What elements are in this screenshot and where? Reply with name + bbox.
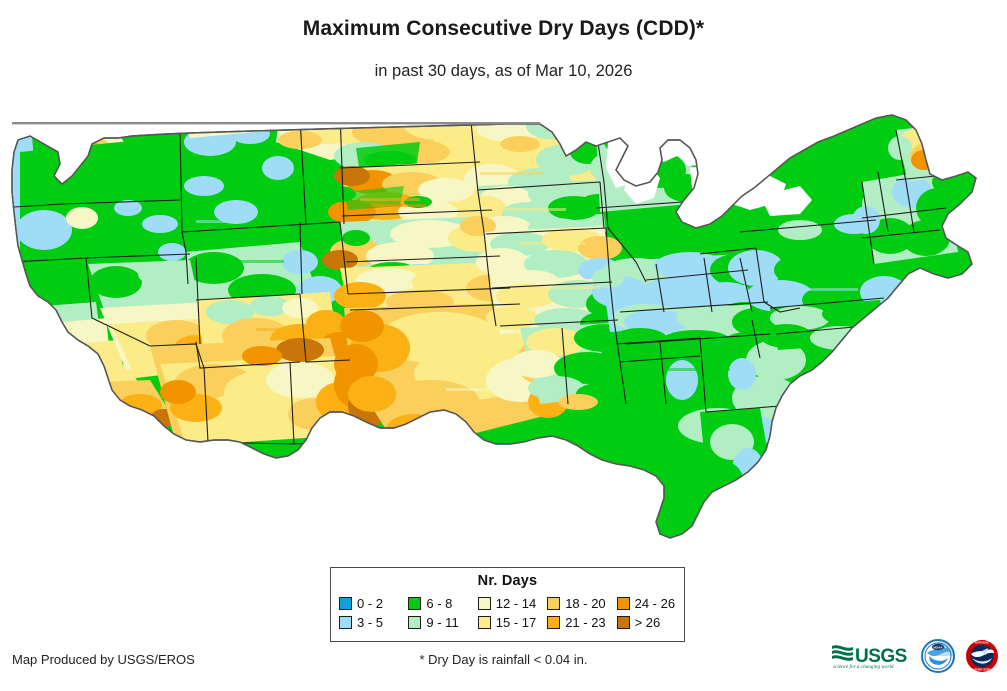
- conus-coastline: [11, 114, 977, 539]
- legend-label: 12 - 14: [495, 596, 537, 611]
- legend-label: 0 - 2: [357, 596, 384, 611]
- legend-swatch: [408, 597, 422, 610]
- page-subtitle: in past 30 days, as of Mar 10, 2026: [374, 62, 633, 80]
- legend-swatch: [616, 616, 630, 629]
- legend-label: > 26: [634, 615, 661, 630]
- legend-label: 15 - 17: [495, 615, 537, 630]
- legend-item[interactable]: 3 - 5: [337, 613, 406, 632]
- legend-panel: Nr. Days 0 - 2 3 - 5 6 - 8 9 - 11 12 - 1…: [330, 567, 685, 642]
- legend-item[interactable]: 21 - 23: [545, 613, 614, 632]
- legend-swatch: [339, 616, 352, 629]
- svg-text:NATIONAL: NATIONAL: [975, 641, 990, 645]
- nws-logo[interactable]: NATIONAL WEATHER SERVICE: [965, 639, 999, 673]
- legend-item[interactable]: 12 - 14: [476, 594, 545, 613]
- map-canvas[interactable]: [0, 112, 1007, 557]
- svg-text:NOAA: NOAA: [933, 645, 943, 649]
- cdd-choropleth-map[interactable]: [0, 112, 1007, 557]
- legend-item[interactable]: 18 - 20: [545, 594, 614, 613]
- legend-item[interactable]: 6 - 8: [406, 594, 475, 613]
- legend-swatch: [408, 616, 422, 629]
- legend-label: 18 - 20: [565, 596, 606, 611]
- page-title: Maximum Consecutive Dry Days (CDD)*: [302, 17, 705, 40]
- legend-label: 21 - 23: [565, 615, 606, 630]
- legend-label: 3 - 5: [357, 615, 384, 630]
- noaa-logo[interactable]: NOAA: [921, 639, 955, 673]
- legend-label: 24 - 26: [634, 596, 676, 611]
- svg-text:WEATHER SERVICE: WEATHER SERVICE: [968, 668, 996, 672]
- legend-item[interactable]: > 26: [615, 613, 684, 632]
- legend-swatch: [477, 597, 491, 610]
- dry-day-footnote: * Dry Day is rainfall < 0.04 in.: [419, 652, 588, 667]
- legend-swatch: [339, 597, 352, 610]
- legend-swatch: [547, 616, 561, 629]
- svg-text:USGS: USGS: [855, 646, 907, 667]
- agency-logos: USGS science for a changing world NOAA N…: [831, 634, 999, 678]
- map-credit: Map Produced by USGS/EROS: [12, 652, 195, 667]
- legend-label: 6 - 8: [426, 596, 453, 611]
- usgs-logo[interactable]: USGS science for a changing world: [831, 642, 911, 670]
- legend-item[interactable]: 15 - 17: [476, 613, 545, 632]
- legend-item[interactable]: 24 - 26: [615, 594, 684, 613]
- legend-title: Nr. Days: [477, 573, 538, 589]
- legend-item[interactable]: 9 - 11: [406, 613, 475, 632]
- legend-items: 0 - 2 3 - 5 6 - 8 9 - 11 12 - 14 15 - 17: [337, 594, 684, 632]
- state-boundaries: [12, 115, 957, 445]
- legend-swatch: [616, 597, 630, 610]
- cdd-raster: [12, 115, 976, 538]
- legend-label: 9 - 11: [426, 615, 459, 630]
- canada-border: [12, 122, 540, 125]
- legend-item[interactable]: 0 - 2: [337, 594, 406, 613]
- legend-swatch: [477, 616, 491, 629]
- svg-text:science for a changing world: science for a changing world: [833, 663, 894, 670]
- legend-swatch: [547, 597, 561, 610]
